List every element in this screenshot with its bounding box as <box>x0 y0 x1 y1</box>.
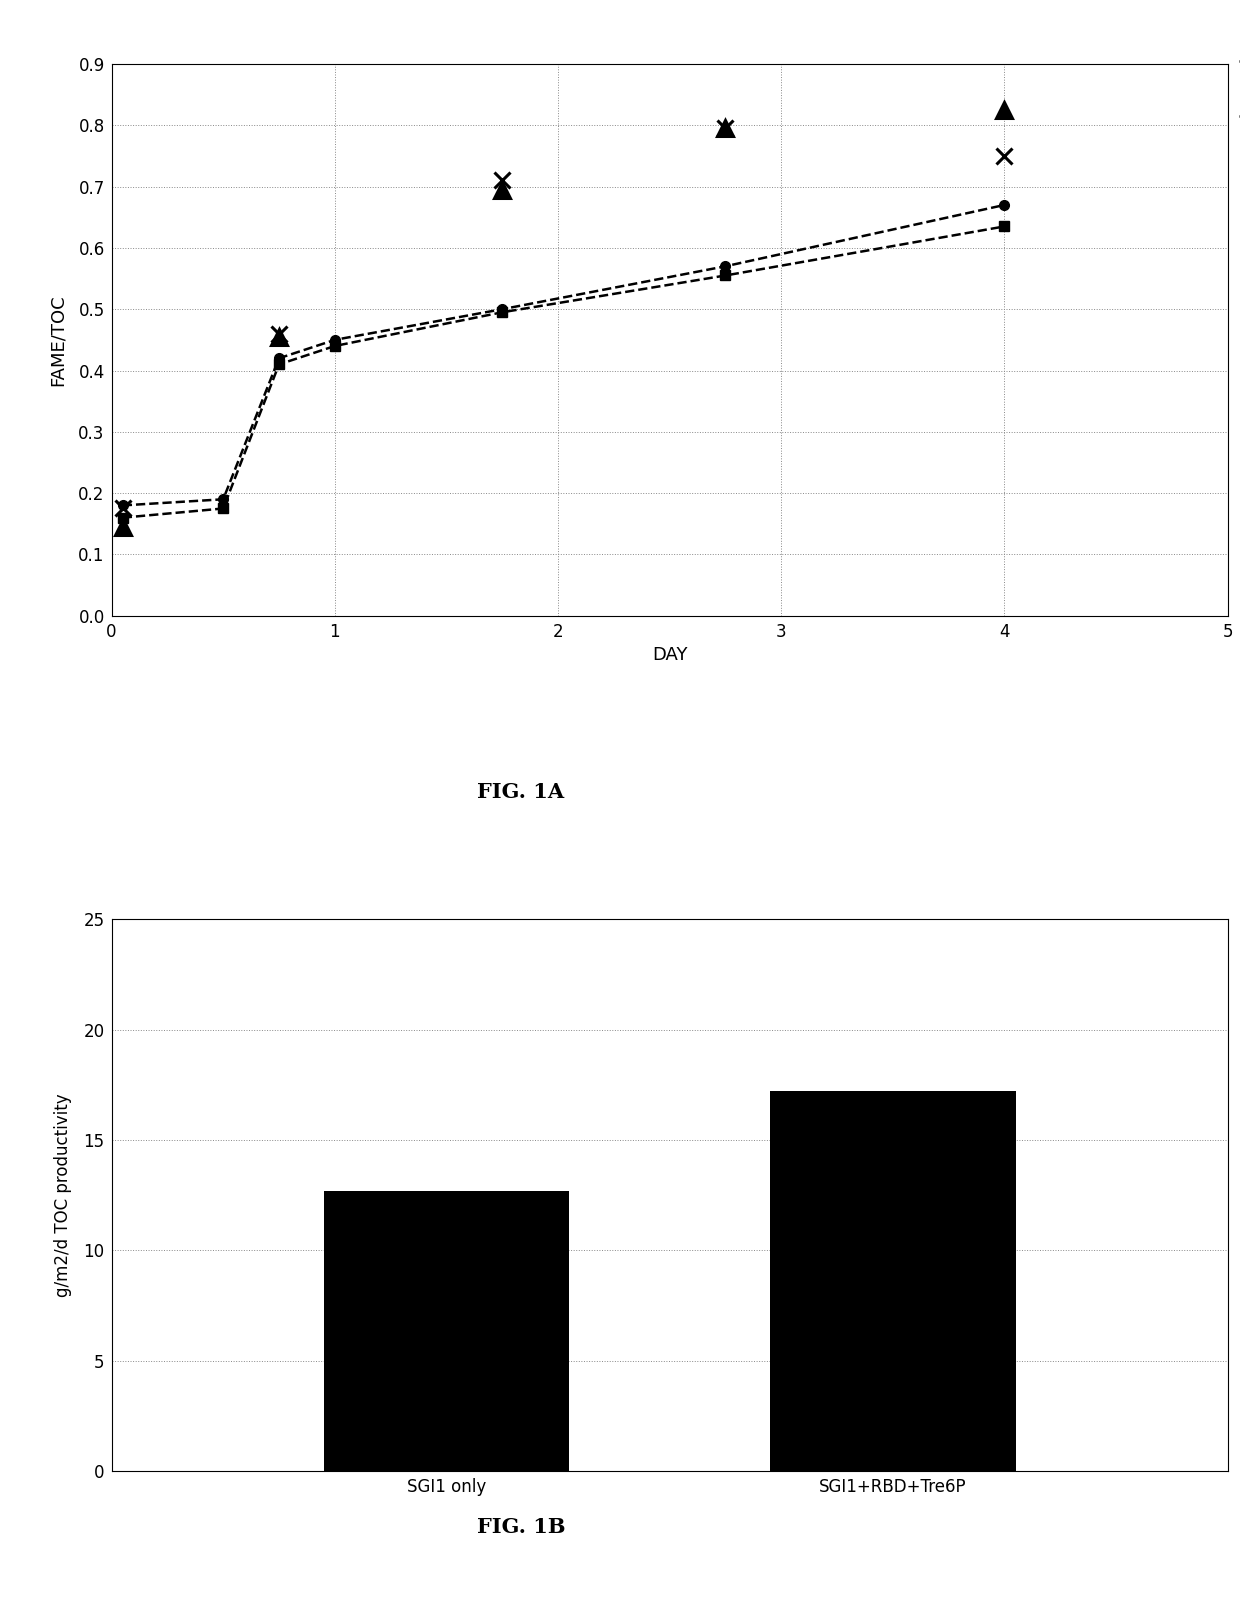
Bar <box>324 1191 569 1471</box>
Y-axis label: FAME/TOC: FAME/TOC <box>50 294 67 385</box>
Text: FIG. 1A: FIG. 1A <box>477 782 564 801</box>
X-axis label: DAY: DAY <box>652 646 687 664</box>
Legend: SGI1 only, SGI1 only, SGI1+RBD+Tre6P, SGI1+RBD+Tre6P: SGI1 only, SGI1 only, SGI1+RBD+Tre6P, SG… <box>1239 53 1240 235</box>
Text: FIG. 1B: FIG. 1B <box>476 1517 565 1537</box>
Y-axis label: g/m2/d TOC productivity: g/m2/d TOC productivity <box>55 1094 72 1297</box>
Bar <box>770 1092 1016 1471</box>
